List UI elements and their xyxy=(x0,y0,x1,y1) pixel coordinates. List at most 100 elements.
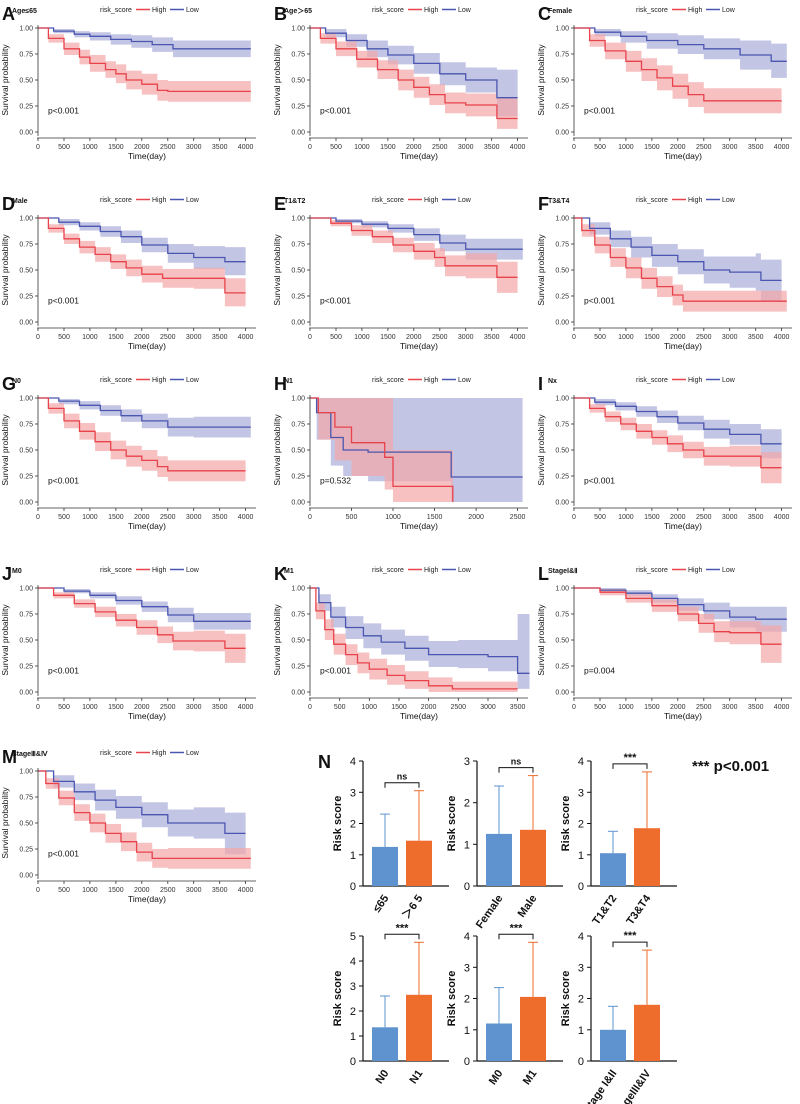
x-tick-label: 0 xyxy=(36,144,40,151)
x-tick-label: 0 xyxy=(308,514,312,521)
legend-title: risk_score xyxy=(372,197,404,204)
y-tick-label: 0.75 xyxy=(291,422,305,429)
legend: risk_score High Low xyxy=(372,377,472,384)
x-tick-label: 0 xyxy=(36,514,40,521)
y-tick-label: 0.00 xyxy=(555,500,569,507)
y-tick-label: 0.50 xyxy=(19,448,33,455)
x-tick-label: 2000 xyxy=(670,514,686,521)
y-tick-label: 0.75 xyxy=(555,52,569,59)
y-tick-label: 4 xyxy=(464,931,470,943)
panel-letter: I xyxy=(538,374,543,394)
x-tick-label: 3000 xyxy=(480,704,496,711)
subgroup-title: T1&T2 xyxy=(284,198,306,205)
y-axis-label: Risk score xyxy=(332,971,344,1027)
x-tick-label: 3000 xyxy=(458,144,474,151)
x-tick-label: 0 xyxy=(308,144,312,151)
significance-label: *** xyxy=(624,752,638,764)
y-axis-label: Survival probability xyxy=(536,234,546,306)
y-tick-label: 1.00 xyxy=(19,396,33,403)
y-axis-label: Survival probability xyxy=(0,234,10,306)
y-axis-label: Survival probability xyxy=(0,604,10,676)
x-tick-label: 1000 xyxy=(82,704,98,711)
category-label: StageIII&IV xyxy=(611,1067,654,1104)
legend-title: risk_score xyxy=(100,377,132,384)
ci-band-high xyxy=(38,588,246,663)
y-axis-label: Risk score xyxy=(446,796,458,852)
significance-label: *** xyxy=(396,922,410,934)
significance-bracket xyxy=(612,763,648,769)
x-tick-label: 3500 xyxy=(212,144,228,151)
y-tick-label: 0.25 xyxy=(555,104,569,111)
x-tick-label: 0 xyxy=(308,704,312,711)
survival-curve-low xyxy=(574,217,782,282)
x-tick-label: 2500 xyxy=(160,514,176,521)
survival-curve-low xyxy=(38,770,246,835)
x-tick-label: 1000 xyxy=(362,704,378,711)
legend-low-label: Low xyxy=(186,567,200,574)
y-tick-label: 5 xyxy=(350,931,356,943)
x-tick-label: 1500 xyxy=(644,144,660,151)
legend-title: risk_score xyxy=(100,7,132,14)
p-value: p<0.001 xyxy=(320,665,351,675)
x-tick-label: 3500 xyxy=(748,334,764,341)
legend: risk_score High Low xyxy=(100,750,200,757)
survival-curve-high xyxy=(310,587,518,690)
y-tick-label: 1.00 xyxy=(19,586,33,593)
ci-band-low xyxy=(574,398,782,459)
y-axis-label: Survival probability xyxy=(272,414,282,486)
y-tick-label: 2 xyxy=(578,819,584,831)
subgroup-title: Age≤65 xyxy=(12,8,37,15)
y-axis-label: Risk score xyxy=(332,796,344,852)
x-tick-label: 2000 xyxy=(134,514,150,521)
y-tick-label: 1 xyxy=(578,1025,584,1037)
y-tick-label: 0.00 xyxy=(19,320,33,327)
panel-letter: E xyxy=(274,194,286,214)
survival-curve-low xyxy=(38,397,251,428)
y-tick-label: 0.75 xyxy=(19,242,33,249)
x-tick-label: 1500 xyxy=(108,704,124,711)
x-tick-label: 1500 xyxy=(108,144,124,151)
km-panel-E: ET1&T2 risk_score High Low 0.00 0.25 0.50 0.75 1… xyxy=(272,194,528,351)
legend: risk_score High Low xyxy=(636,197,736,204)
p-value: p<0.001 xyxy=(48,475,79,485)
bar-panel-1: Risk score 0 1 2 3 4 ≤65 ＞6 5 ns xyxy=(332,756,449,921)
y-tick-label: 0.75 xyxy=(291,242,305,249)
bar-panel-4: Risk score 0 1 2 3 4 5 N0 N1 *** xyxy=(332,922,449,1086)
legend-low-label: Low xyxy=(186,197,200,204)
x-tick-label: 4000 xyxy=(774,334,790,341)
significance-label: ns xyxy=(397,772,408,782)
y-tick-label: 0.25 xyxy=(291,294,305,301)
p-value: p<0.001 xyxy=(584,105,615,115)
y-tick-label: 0.00 xyxy=(291,500,305,507)
bar-group-2 xyxy=(520,829,546,886)
subgroup-title: N1 xyxy=(284,378,293,385)
y-tick-label: 3 xyxy=(464,962,470,974)
x-tick-label: 2500 xyxy=(160,704,176,711)
x-tick-label: 2500 xyxy=(160,144,176,151)
x-tick-label: 0 xyxy=(572,704,576,711)
panel-letter: M xyxy=(2,747,17,767)
x-tick-label: 4000 xyxy=(238,144,254,151)
legend-high-label: High xyxy=(424,567,439,574)
y-tick-label: 4 xyxy=(578,756,584,768)
y-tick-label: 0.50 xyxy=(555,638,569,645)
x-tick-label: 3000 xyxy=(186,704,202,711)
y-tick-label: 0 xyxy=(578,1056,584,1068)
p-value: p<0.001 xyxy=(320,295,351,305)
y-tick-label: 0.50 xyxy=(291,638,305,645)
survival-curve-high xyxy=(38,770,251,860)
survival-curve-high xyxy=(38,27,251,93)
bar-group-2 xyxy=(520,996,546,1061)
x-tick-label: 3500 xyxy=(212,334,228,341)
survival-curve-low xyxy=(574,397,782,445)
legend-low-label: Low xyxy=(186,377,200,384)
subgroup-title: Male xyxy=(12,198,28,205)
x-tick-label: 1000 xyxy=(82,144,98,151)
survival-curve-high xyxy=(574,397,782,469)
survival-curve-low xyxy=(574,27,787,62)
x-tick-label: 1500 xyxy=(391,704,407,711)
legend-high-label: High xyxy=(152,750,167,757)
y-axis-label: Survival probability xyxy=(536,604,546,676)
y-axis-label: Survival probability xyxy=(536,414,546,486)
